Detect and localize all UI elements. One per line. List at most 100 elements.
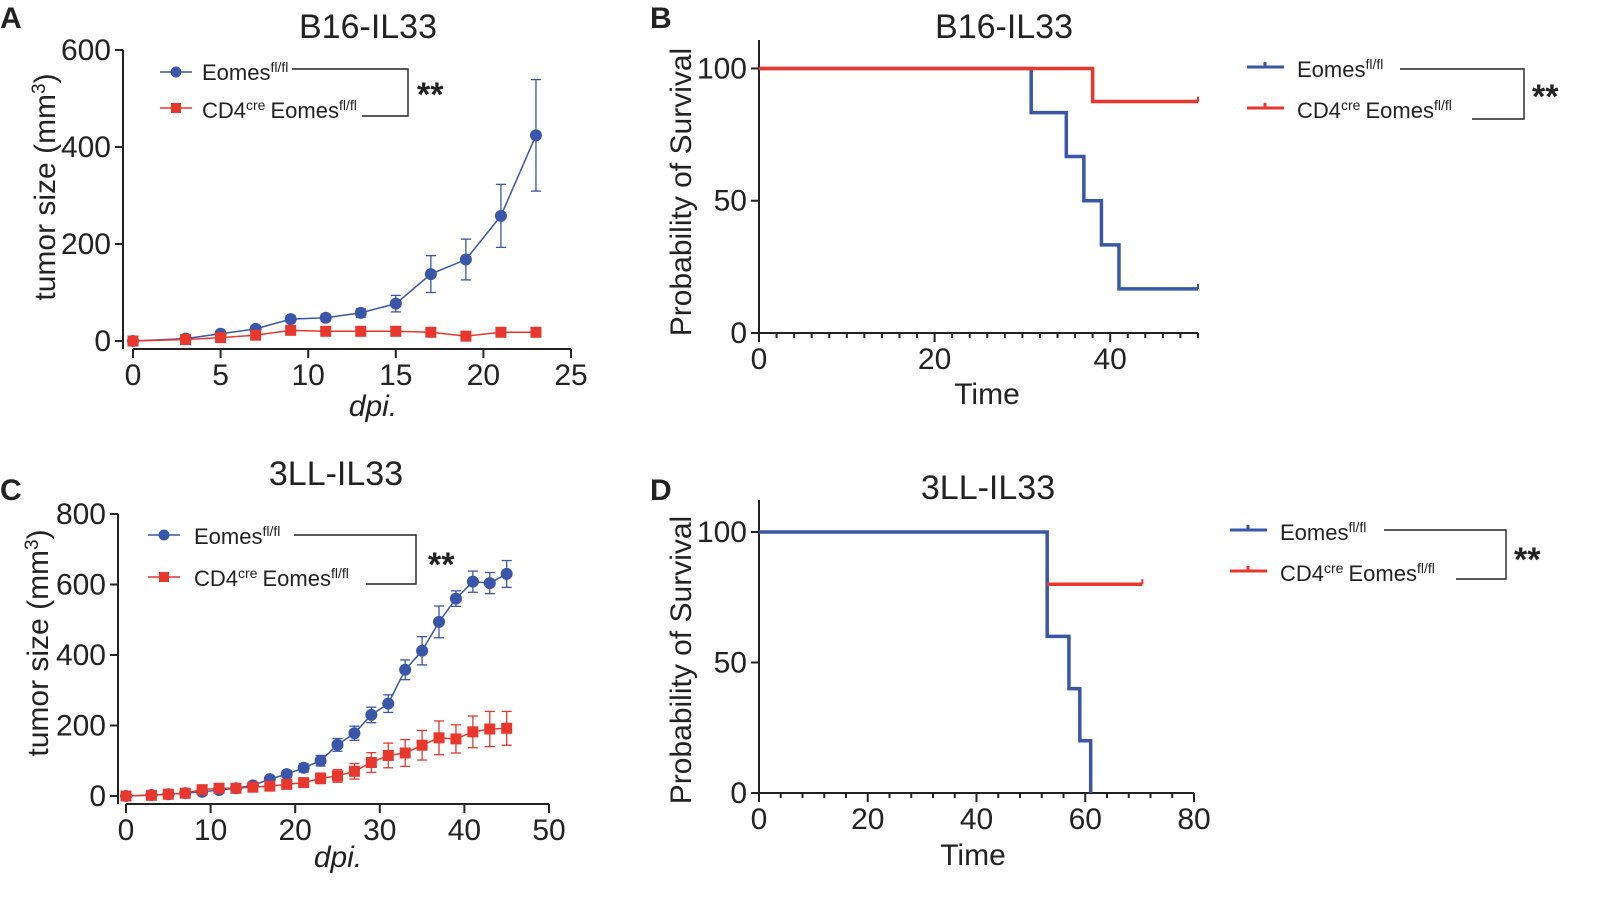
panel-a-point-cd4cre: [355, 325, 367, 337]
panel-c-y-tick-label: 800: [56, 498, 106, 531]
panel-d-x-tick-label: 40: [960, 803, 993, 836]
panel-c-point-cd4cre: [162, 788, 174, 800]
panel-d-legend-label-eomes: Eomesfl/fl: [1280, 519, 1366, 545]
panel-c-point-cd4cre: [247, 781, 259, 793]
panel-c-point-cd4cre: [213, 782, 225, 794]
panel-b-x-tick-label: 20: [918, 343, 951, 376]
panel-c-point-eomes: [449, 592, 462, 605]
panel-a-point-eomes: [284, 313, 297, 326]
panel-b-x-tick-label: 40: [1094, 343, 1127, 376]
panel-b-y-tick-label: 0: [730, 317, 747, 350]
panel-c-point-eomes: [365, 708, 378, 721]
panel-b-y-axis-label: Probability of Survival: [665, 48, 698, 336]
panel-a-point-eomes: [424, 268, 437, 281]
panel-d-title: 3LL-IL33: [921, 469, 1055, 507]
panel-c-y-tick-label: 600: [56, 569, 106, 602]
panel-c-point-cd4cre: [365, 757, 377, 769]
panel-d-x-tick-label: 20: [851, 803, 884, 836]
panel-c-significance: **: [428, 546, 455, 584]
panel-a-point-eomes: [529, 129, 542, 142]
panel-a-x-tick-label: 25: [554, 359, 587, 392]
panel-d-letter: D: [650, 474, 672, 507]
panel-b-survival-curve-cd4cre: [759, 66, 1198, 104]
panel-d-x-tick-label: 80: [1177, 803, 1210, 836]
panel-a-x-tick-label: 10: [292, 359, 325, 392]
panel-b-chart: B B16-IL33 Probability of Survival Time …: [650, 2, 1559, 411]
panel-d-x-tick-label: 60: [1069, 803, 1102, 836]
panel-d-y-axis-label: Probability of Survival: [665, 516, 698, 804]
panel-a-point-cd4cre: [127, 335, 139, 347]
panel-a-y-tick-label: 0: [94, 325, 111, 358]
panel-d-y-tick-label: 100: [697, 516, 747, 549]
panel-a-point-cd4cre: [285, 324, 297, 336]
panel-c-legend-label-cd4cre: CD4cre Eomesfl/fl: [194, 565, 349, 591]
panel-a-plot-area: 0 200 400 600 0 5 10 15 20 25: [61, 34, 588, 392]
panel-c-point-eomes: [382, 697, 395, 710]
panel-a-point-cd4cre: [495, 326, 507, 338]
panel-c-point-eomes: [433, 615, 446, 628]
panel-c-point-cd4cre: [433, 732, 445, 744]
panel-d-y-tick-label: 50: [714, 647, 747, 680]
panel-c-x-tick-label: 50: [532, 814, 565, 847]
panel-c-point-cd4cre: [264, 780, 276, 792]
panel-c-point-eomes: [466, 575, 479, 588]
panel-a-point-cd4cre: [180, 334, 192, 346]
panel-b-y-tick-label: 100: [697, 52, 747, 85]
panel-c-point-eomes: [280, 768, 293, 781]
panel-c-point-cd4cre: [230, 782, 242, 794]
panel-c-point-cd4cre: [467, 726, 479, 738]
panel-d-plot-area: 0 50 100 0 20 40 60 80: [697, 500, 1211, 836]
panel-c-point-cd4cre: [315, 772, 327, 784]
panel-d-legend: Eomesfl/fl CD4cre Eomesfl/fl **: [1230, 519, 1541, 586]
panel-d-x-axis-label: Time: [940, 839, 1006, 872]
panel-a-point-cd4cre: [460, 330, 472, 342]
panel-b-x-tick-label: 0: [751, 343, 768, 376]
panel-c-point-cd4cre: [348, 765, 360, 777]
panel-c-point-cd4cre: [281, 778, 293, 790]
panel-c-legend: Eomesfl/fl CD4cre Eomesfl/fl **: [148, 523, 455, 591]
panel-c-chart: C 3LL-IL33 tumor size (mm3) dpi. 0200400…: [0, 455, 566, 874]
panel-c-point-cd4cre: [382, 749, 394, 761]
panel-a-x-tick-label: 0: [125, 359, 142, 392]
panel-a-significance-bracket: [292, 68, 409, 117]
panel-a-point-cd4cre: [390, 325, 402, 337]
panel-c-y-tick-label: 0: [89, 780, 106, 813]
panel-c-point-cd4cre: [196, 784, 208, 796]
panel-a-x-tick-label: 5: [212, 359, 229, 392]
panel-c-point-cd4cre: [179, 787, 191, 799]
panel-a-y-tick-label: 600: [61, 34, 111, 67]
panel-d-survival-curve-eomes: [759, 530, 1093, 793]
panel-a-point-eomes: [459, 253, 472, 266]
panel-c-point-cd4cre: [120, 790, 132, 802]
panel-c-plot-area: 0 200 400 600 800 0 10 20 30 40 50: [56, 498, 566, 847]
panel-a-legend: Eomesfl/fl CD4cre Eomesfl/fl **: [160, 59, 444, 123]
panel-c-legend-label-eomes: Eomesfl/fl: [194, 523, 280, 549]
panel-a-point-cd4cre: [250, 329, 262, 341]
panel-c-point-eomes: [416, 644, 429, 657]
panel-c-point-eomes: [297, 761, 310, 774]
panel-a-legend-marker-eomes: [170, 66, 182, 78]
panel-c-x-tick-label: 30: [363, 814, 396, 847]
panel-a-significance: **: [417, 76, 444, 114]
panel-d-y-tick-label: 0: [730, 777, 747, 810]
panel-a-legend-label-eomes: Eomesfl/fl: [202, 59, 288, 85]
panel-a-x-tick-label: 15: [379, 359, 412, 392]
panel-a-legend-label-cd4cre: CD4cre Eomesfl/fl: [202, 97, 357, 123]
panel-c-point-cd4cre: [145, 789, 157, 801]
panel-a-chart: A B16-IL33 tumor size (mm3) dpi. 0200400…: [0, 2, 588, 423]
panel-c-legend-marker-eomes: [158, 529, 170, 541]
panel-c-point-eomes: [348, 727, 361, 740]
panel-b-x-axis-label: Time: [954, 378, 1020, 411]
panel-a-letter: A: [0, 2, 22, 35]
panel-b-significance: **: [1532, 78, 1559, 116]
panel-a-point-eomes: [319, 311, 332, 324]
panel-c-point-cd4cre: [399, 747, 411, 759]
panel-a-legend-marker-cd4cre: [171, 103, 181, 113]
panel-c-point-eomes: [500, 567, 513, 580]
panel-a-point-eomes: [354, 306, 367, 319]
panel-b-legend-label-eomes: Eomesfl/fl: [1297, 56, 1383, 82]
panel-c-title: 3LL-IL33: [269, 455, 403, 493]
panel-a-point-cd4cre: [425, 326, 437, 338]
panel-d-legend-label-cd4cre: CD4cre Eomesfl/fl: [1280, 560, 1435, 586]
panel-a-y-axis-label: tumor size (mm3): [29, 73, 63, 300]
